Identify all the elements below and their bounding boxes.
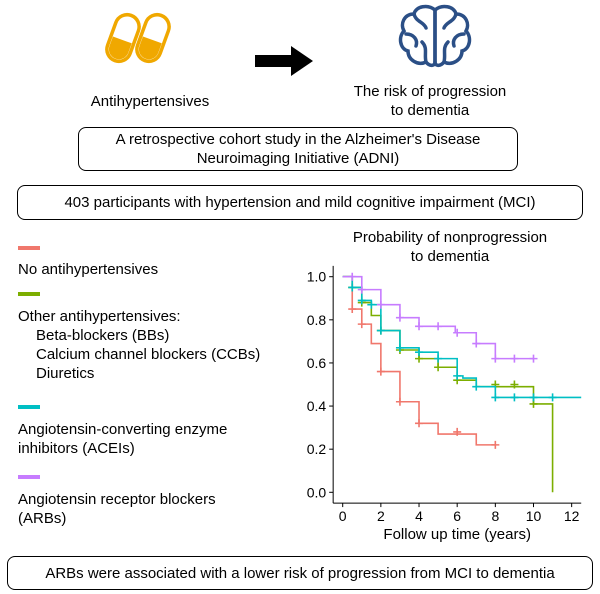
censor-mark-other [510,380,519,389]
brain-icon [398,4,472,68]
censor-mark-arb [395,313,404,322]
legend-acei-line2: inhibitors (ACEIs) [18,440,135,457]
legend-label-acei: Angiotensin-converting enzyme inhibitors… [18,420,227,458]
legend-label-other: Other antihypertensives: Beta-blockers (… [18,307,260,383]
y-tick-label: 0.2 [307,441,327,457]
censor-mark-acei [367,300,376,309]
censor-mark-acei [376,326,385,335]
legend-acei-line1: Angiotensin-converting enzyme [18,421,228,438]
censor-mark-arb [453,328,462,337]
censor-mark-arb [529,354,538,363]
censor-mark-none [491,440,500,449]
censor-mark-arb [434,322,443,331]
right-arrow-icon [255,46,313,76]
km-curve-arb [342,275,534,360]
chart-title-line2: to dementia [410,248,490,265]
legend-swatch-acei [18,405,40,409]
legend-arb-line2: (ARBs) [18,510,67,527]
km-curve-acei [342,275,582,399]
censor-mark-acei [548,393,557,402]
censor-mark-acei [453,371,462,380]
censor-mark-arb [491,354,500,363]
x-tick-label: 10 [526,508,542,524]
km-chart: 0 2 4 6 8 10 12 0.0 0.2 0.4 0.6 0.8 1.0 Follow up tim… [307,265,582,543]
legend-swatch-other [18,292,40,296]
x-tick-label: 2 [377,508,385,524]
x-tick-label: 12 [564,508,580,524]
censor-mark-arb [376,300,385,309]
x-tick-label: 0 [339,508,347,524]
censor-mark-arb [348,272,357,281]
km-curve-none [342,275,496,446]
legend-other-title: Other antihypertensives: [18,308,181,325]
censor-mark-acei [491,393,500,402]
censor-mark-none [348,305,357,314]
outcome-label-line1: The risk of progression [353,83,507,100]
outcome-label: The risk of progression to dementia [330,82,530,120]
participants-box: 403 participants with hypertension and m… [17,185,583,220]
censor-mark-acei [357,296,366,305]
x-tick-label: 6 [453,508,461,524]
censor-mark-other [434,363,443,372]
censor-mark-acei [529,393,538,402]
y-tick-label: 0.0 [307,484,327,500]
censor-mark-none [415,419,424,428]
x-axis-label: Follow up time (years) [383,526,531,543]
y-tick-label: 0.4 [307,398,327,414]
study-line2: Neuroimaging Initiative (ADNI) [196,150,400,167]
censor-mark-none [376,367,385,376]
legend-arb-line1: Angiotensin receptor blockers [18,491,216,508]
legend-other-diuretics: Diuretics [36,365,95,382]
censor-mark-arb [357,285,366,294]
chart-title: Probability of nonprogression to dementi… [320,228,580,266]
km-curve-other [342,275,554,493]
y-tick-label: 1.0 [307,269,327,285]
legend-label-none: No antihypertensives [18,261,159,278]
chart-title-line1: Probability of nonprogression [352,229,548,246]
censor-mark-none [395,397,404,406]
censor-mark-acei [395,343,404,352]
censor-mark-arb [415,322,424,331]
outcome-label-line2: to dementia [390,102,470,119]
censor-mark-acei [434,354,443,363]
y-tick-label: 0.8 [307,312,327,328]
drug-label: Antihypertensives [90,93,210,110]
x-tick-label: 8 [491,508,499,524]
legend-swatch-none [18,246,40,250]
legend-other-ccb: Calcium channel blockers (CCBs) [36,346,261,363]
censor-mark-none [453,427,462,436]
censor-mark-acei [510,393,519,402]
study-line1: A retrospective cohort study in the Alzh… [115,131,481,148]
censor-mark-acei [348,283,357,292]
censor-mark-acei [472,382,481,391]
censor-mark-acei [415,348,424,357]
legend-label-arb: Angiotensin receptor blockers (ARBs) [18,490,216,528]
legend-other-bb: Beta-blockers (BBs) [36,327,170,344]
conclusion-box: ARBs were associated with a lower risk o… [7,556,593,590]
censor-mark-arb [510,354,519,363]
censor-mark-arb [472,339,481,348]
censor-mark-none [357,320,366,329]
x-tick-label: 4 [415,508,423,524]
capsule-pills-icon [105,12,171,64]
study-box: A retrospective cohort study in the Alzh… [78,127,518,171]
legend-swatch-arb [18,475,40,479]
y-tick-label: 0.6 [307,355,327,371]
